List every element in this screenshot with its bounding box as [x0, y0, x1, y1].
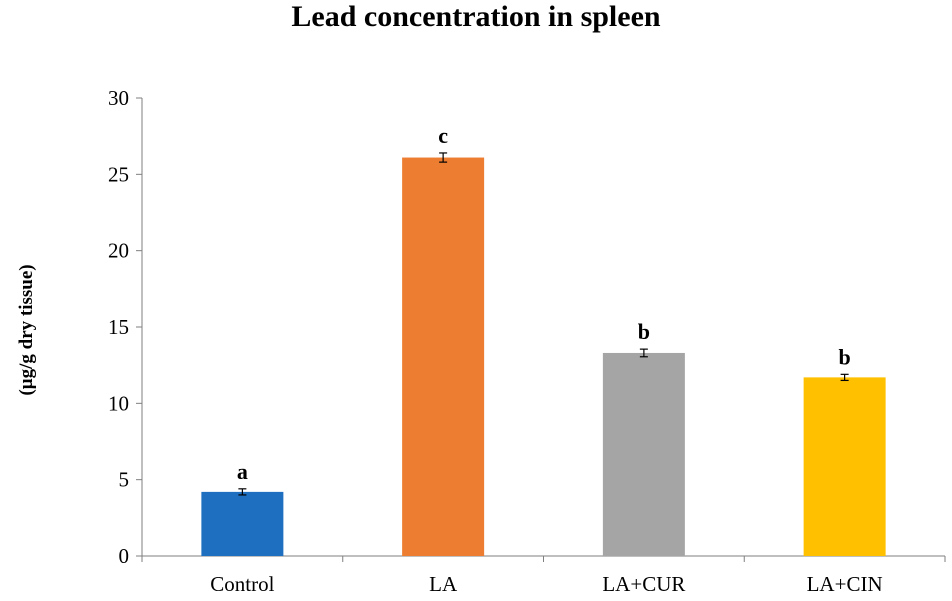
bar [602, 352, 685, 556]
bars [201, 157, 886, 557]
y-axis-label: (µg/g dry tissue) [16, 264, 37, 395]
significance-label: a [237, 459, 248, 484]
x-tick-label: LA+CUR [602, 572, 685, 596]
y-tick-label: 25 [108, 162, 129, 186]
bar [803, 377, 886, 556]
bar [201, 491, 284, 556]
bar [402, 157, 485, 557]
y-tick-label: 10 [108, 391, 129, 415]
chart-title: Lead concentration in spleen [291, 0, 660, 33]
y-tick-label: 20 [108, 239, 129, 263]
significance-label: b [839, 344, 851, 369]
y-tick-label: 0 [119, 544, 130, 568]
x-tick-label: Control [210, 572, 274, 596]
x-tick-label: LA [429, 572, 458, 596]
y-tick-label: 30 [108, 86, 129, 110]
y-tick-label: 15 [108, 315, 129, 339]
labels: a Control c LA b LA+CUR b LA+CIN [210, 123, 882, 596]
y-tick-label: 5 [119, 468, 130, 492]
x-tick-label: LA+CIN [807, 572, 883, 596]
significance-label: c [438, 123, 448, 148]
significance-label: b [638, 319, 650, 344]
error-bars [238, 152, 849, 496]
